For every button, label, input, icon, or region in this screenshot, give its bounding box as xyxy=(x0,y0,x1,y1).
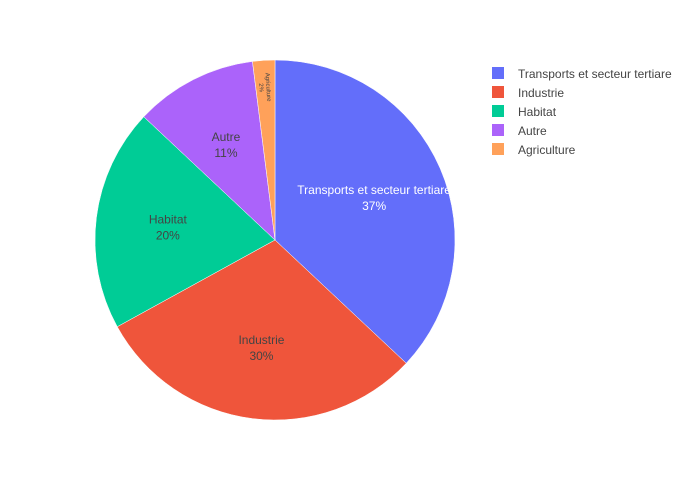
legend-item-habitat[interactable]: Habitat xyxy=(492,105,557,119)
pie-slice-transports-et-secteur-tertiare[interactable] xyxy=(274,59,456,364)
slice-label-agriculture: Agriculture2% xyxy=(257,73,272,103)
legend-item-autre[interactable]: Autre xyxy=(492,124,547,138)
slice-label-habitat: Habitat 20% xyxy=(149,212,188,242)
pie-slice-labels: Transports et secteur tertiare 37% Industr… xyxy=(149,73,451,363)
pie-slice-industrie[interactable] xyxy=(116,239,407,421)
legend-label: Agriculture xyxy=(518,143,576,157)
pie-slice-autre[interactable] xyxy=(143,61,276,241)
legend-item-industrie[interactable]: Industrie xyxy=(492,86,564,100)
legend-swatch xyxy=(492,124,504,136)
legend-label: Autre xyxy=(518,124,547,138)
pie-slices xyxy=(94,59,456,421)
legend-label: Habitat xyxy=(518,105,557,119)
legend-item-agriculture[interactable]: Agriculture xyxy=(492,143,576,157)
legend-swatch xyxy=(492,67,504,79)
legend: Transports et secteur tertiare Industrie H… xyxy=(492,67,672,157)
slice-label-industrie: Industrie 30% xyxy=(238,333,284,363)
legend-swatch xyxy=(492,143,504,155)
pie-slice-agriculture[interactable] xyxy=(252,59,276,241)
legend-item-transports-et-secteur-tertiare[interactable]: Transports et secteur tertiare xyxy=(492,67,672,81)
legend-label: Industrie xyxy=(518,86,564,100)
pie-slice-habitat[interactable] xyxy=(94,116,276,328)
legend-swatch xyxy=(492,105,504,117)
legend-label: Transports et secteur tertiare xyxy=(518,67,672,81)
legend-swatch xyxy=(492,86,504,98)
slice-label-autre: Autre 11% xyxy=(212,130,241,160)
slice-label-transports-et-secteur-tertiare: Transports et secteur tertiare 37% xyxy=(297,183,451,213)
